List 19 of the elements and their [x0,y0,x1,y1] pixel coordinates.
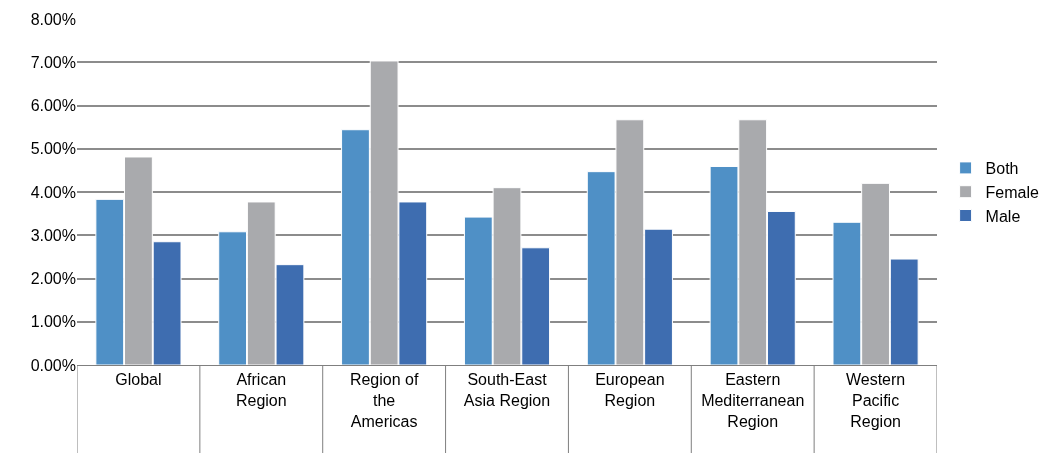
x-tick-label: South-East Asia Region [463,371,551,409]
x-tick-label: African Region [235,371,287,409]
legend-label: Male [985,207,1021,225]
y-tick-label: 5.00% [30,140,76,158]
y-tick-label: 1.00% [30,313,76,331]
y-tick-label: 2.00% [30,270,76,288]
x-tick-label: European Region [595,371,665,409]
y-tick-label: 4.00% [30,183,76,201]
x-tick-label: Region of the Americas [349,371,419,430]
legend-label: Female [985,183,1040,201]
x-tick-label: Western Pacific Region [845,371,906,430]
y-tick-label: 0.00% [30,356,76,374]
x-tick-label: Global [115,371,162,389]
y-tick-label: 3.00% [30,226,76,244]
y-tick-label: 6.00% [30,97,76,115]
y-tick-label: 7.00% [30,53,76,71]
legend-label: Both [985,160,1019,178]
y-tick-label: 8.00% [30,10,76,28]
x-tick-label: Eastern Mediterranean Region [701,371,805,430]
